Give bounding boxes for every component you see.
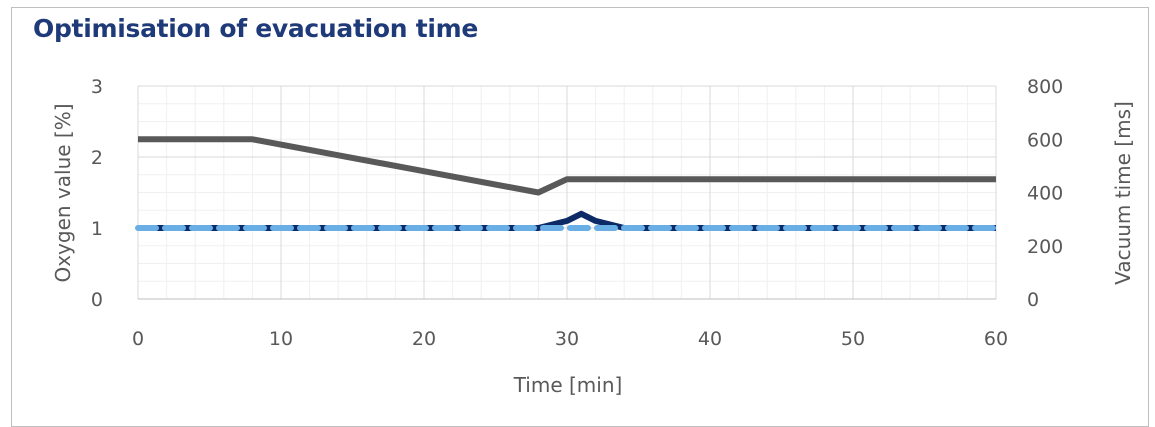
y2-tick-label: 800 <box>1027 76 1063 98</box>
series-line-1 <box>138 136 996 196</box>
x-axis-label: Time [min] <box>513 373 623 397</box>
y-axis-label: Oxygen value [%] <box>51 103 75 282</box>
x-tick-label: 0 <box>132 328 144 350</box>
x-tick-label: 60 <box>984 328 1008 350</box>
y2-tick-label: 200 <box>1027 236 1063 258</box>
y2-tick-label: 600 <box>1027 129 1063 151</box>
series-lines <box>135 136 999 231</box>
y2-tick-label: 0 <box>1027 289 1039 311</box>
y2-axis-label: Vacuum time [ms] <box>1111 101 1135 285</box>
y2-tick-label: 400 <box>1027 183 1063 205</box>
y-tick-label: 2 <box>91 147 103 169</box>
x-tick-label: 40 <box>698 328 722 350</box>
x-tick-label: 30 <box>555 328 579 350</box>
y-tick-label: 3 <box>91 76 103 98</box>
x-tick-label: 10 <box>269 328 293 350</box>
x-tick-label: 50 <box>841 328 865 350</box>
grid-lines <box>137 85 997 300</box>
chart-title: Optimisation of evacuation time <box>33 14 479 43</box>
y-tick-label: 0 <box>91 289 103 311</box>
x-tick-label: 20 <box>412 328 436 350</box>
y-tick-label: 1 <box>91 218 103 240</box>
